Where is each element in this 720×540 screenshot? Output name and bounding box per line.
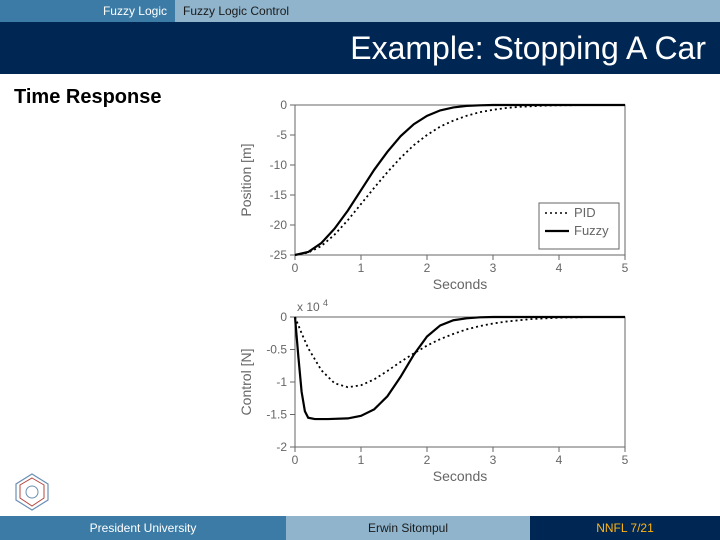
page-title: Example: Stopping A Car bbox=[0, 22, 720, 74]
breadcrumb-left: Fuzzy Logic bbox=[0, 0, 175, 22]
svg-text:0: 0 bbox=[280, 98, 287, 112]
svg-text:3: 3 bbox=[490, 261, 497, 275]
svg-text:1: 1 bbox=[358, 261, 365, 275]
footer: President University Erwin Sitompul NNFL… bbox=[0, 516, 720, 540]
svg-text:2: 2 bbox=[424, 453, 431, 467]
svg-text:Seconds: Seconds bbox=[433, 276, 487, 292]
breadcrumb-bar: Fuzzy Logic Fuzzy Logic Control bbox=[0, 0, 720, 22]
svg-text:1: 1 bbox=[358, 453, 365, 467]
svg-text:-1.5: -1.5 bbox=[266, 408, 287, 422]
svg-text:2: 2 bbox=[424, 261, 431, 275]
svg-text:0: 0 bbox=[292, 453, 299, 467]
charts-svg: 012345-25-20-15-10-50SecondsPosition [m]… bbox=[225, 95, 665, 490]
svg-text:-20: -20 bbox=[270, 218, 288, 232]
svg-text:PID: PID bbox=[574, 205, 596, 220]
footer-page: NNFL 7/21 bbox=[530, 516, 720, 540]
svg-text:Fuzzy: Fuzzy bbox=[574, 223, 609, 238]
svg-text:-0.5: -0.5 bbox=[266, 343, 287, 357]
charts-container: 012345-25-20-15-10-50SecondsPosition [m]… bbox=[225, 95, 665, 490]
svg-text:4: 4 bbox=[556, 453, 563, 467]
footer-author: Erwin Sitompul bbox=[286, 516, 530, 540]
svg-text:5: 5 bbox=[622, 261, 629, 275]
svg-text:3: 3 bbox=[490, 453, 497, 467]
svg-text:-25: -25 bbox=[270, 248, 288, 262]
breadcrumb-right: Fuzzy Logic Control bbox=[175, 0, 720, 22]
svg-text:-15: -15 bbox=[270, 188, 288, 202]
footer-university: President University bbox=[0, 516, 286, 540]
svg-text:5: 5 bbox=[622, 453, 629, 467]
svg-text:Control [N]: Control [N] bbox=[238, 349, 254, 416]
svg-text:Seconds: Seconds bbox=[433, 468, 487, 484]
university-logo bbox=[12, 472, 52, 512]
svg-text:4: 4 bbox=[556, 261, 563, 275]
svg-text:0: 0 bbox=[280, 310, 287, 324]
svg-text:0: 0 bbox=[292, 261, 299, 275]
svg-text:Position [m]: Position [m] bbox=[238, 143, 254, 216]
subtitle: Time Response bbox=[14, 86, 161, 109]
svg-text:-2: -2 bbox=[276, 440, 287, 454]
svg-text:x 10 4: x 10 4 bbox=[297, 298, 328, 314]
svg-text:-1: -1 bbox=[276, 375, 287, 389]
svg-text:-5: -5 bbox=[276, 128, 287, 142]
svg-text:-10: -10 bbox=[270, 158, 288, 172]
